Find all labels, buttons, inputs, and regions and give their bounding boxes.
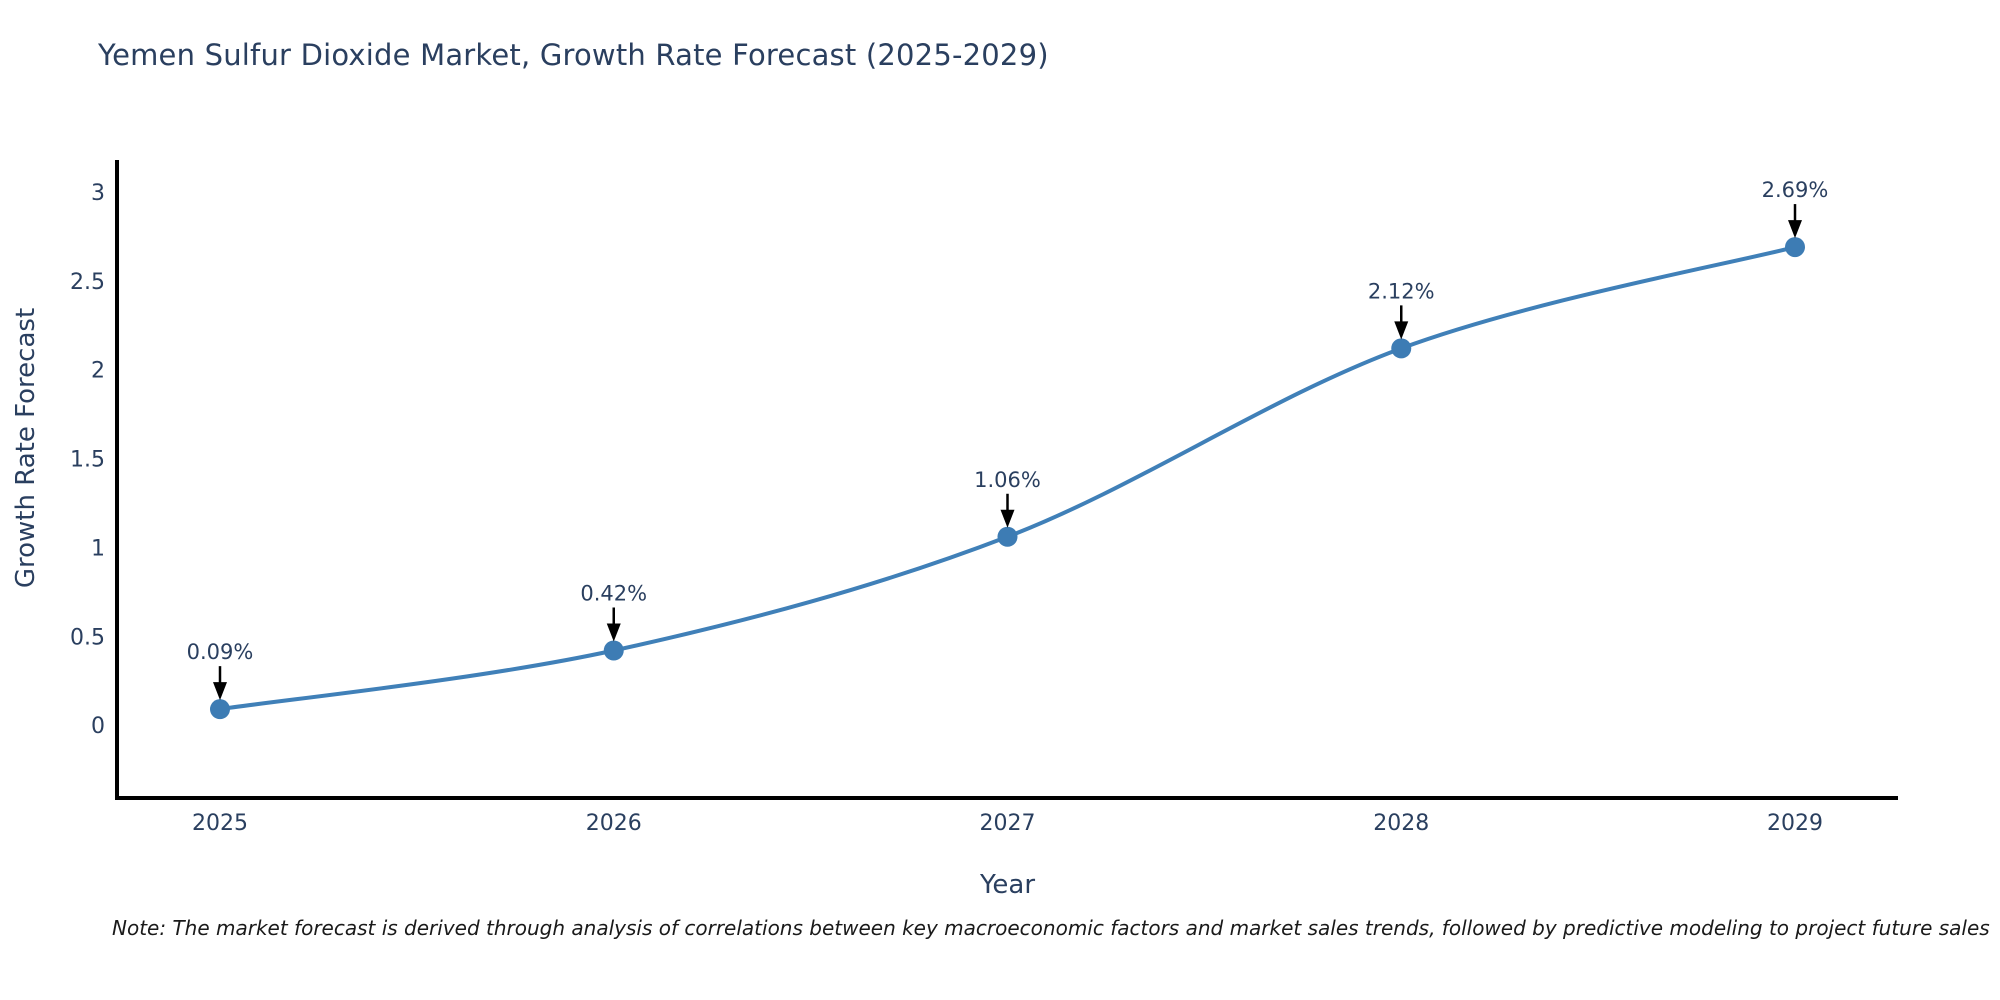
y-tick-label: 2.5 (70, 270, 105, 295)
x-tick-label: 2025 (192, 811, 248, 836)
data-label: 0.09% (187, 640, 254, 664)
y-tick-label: 2 (91, 359, 105, 384)
y-tick-label: 1 (91, 536, 105, 561)
y-axis-title: Growth Rate Forecast (11, 308, 41, 588)
x-tick-label: 2027 (980, 811, 1036, 836)
note-text: Note: The market forecast is derived thr… (112, 916, 1990, 940)
data-point-marker[interactable] (997, 526, 1018, 547)
data-point-marker[interactable] (603, 640, 624, 661)
data-label-arrowhead (606, 623, 621, 642)
data-label-arrowhead (213, 682, 227, 701)
data-label: 2.12% (1368, 279, 1435, 303)
y-tick-label: 0 (91, 714, 105, 739)
data-point-marker[interactable] (1391, 338, 1412, 359)
y-tick-label: 1.5 (70, 448, 105, 473)
x-axis-title: Year (979, 870, 1035, 900)
data-label: 2.69% (1762, 178, 1829, 202)
data-label: 0.42% (580, 581, 647, 605)
chart-title: Yemen Sulfur Dioxide Market, Growth Rate… (98, 38, 1049, 72)
x-tick-label: 2029 (1767, 811, 1823, 836)
data-label: 1.06% (974, 468, 1041, 492)
data-point-marker[interactable] (1785, 237, 1805, 258)
x-tick-label: 2028 (1373, 811, 1429, 836)
y-tick-label: 3 (91, 181, 105, 206)
data-point-marker[interactable] (210, 699, 230, 720)
y-tick-label: 0.5 (70, 625, 105, 650)
x-tick-label: 2026 (586, 811, 642, 836)
data-label-arrowhead (1394, 321, 1409, 340)
data-label-arrowhead (1788, 220, 1802, 239)
data-label-arrowhead (1000, 509, 1015, 528)
